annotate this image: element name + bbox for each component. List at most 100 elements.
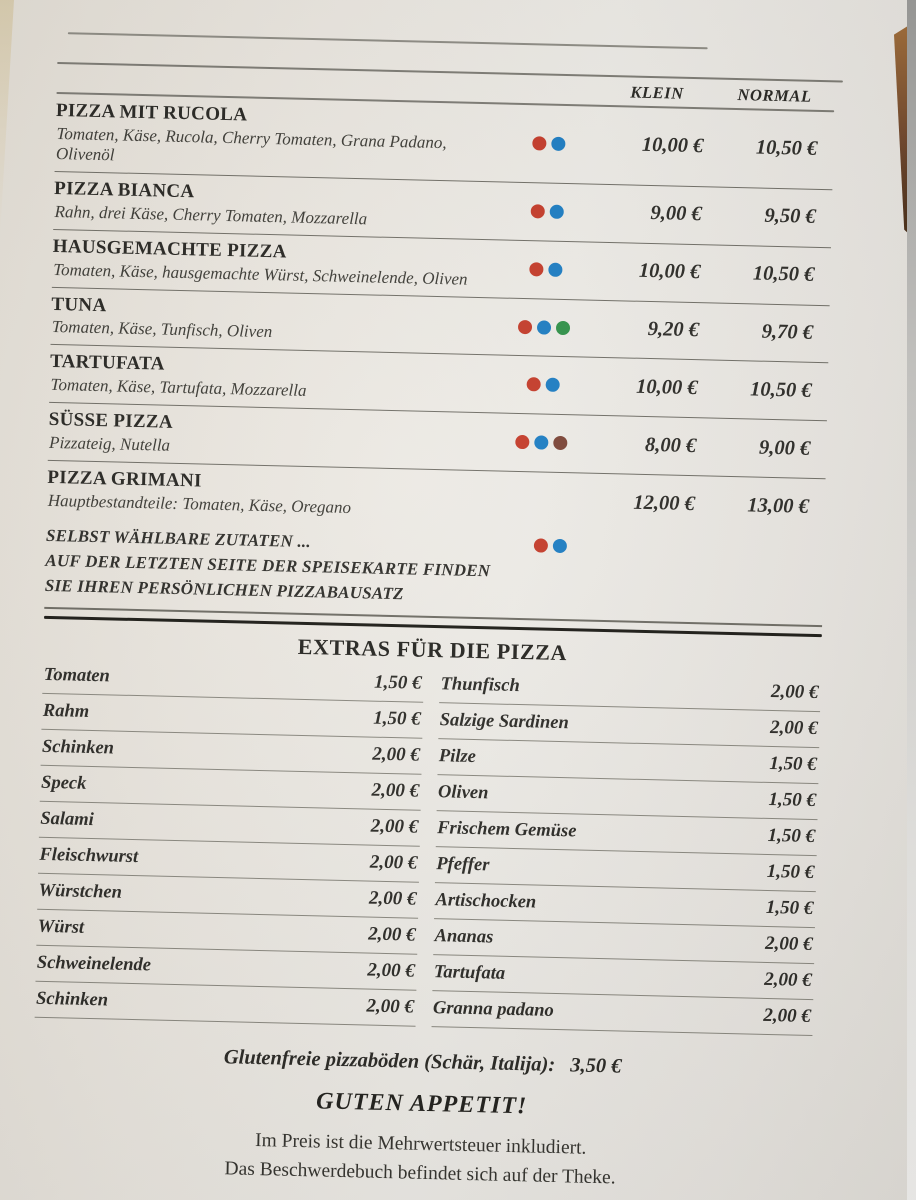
extra-name: Pfeffer: [436, 854, 490, 876]
red-dot: [528, 261, 544, 277]
extra-price: 2,00 €: [770, 681, 819, 704]
blue-dot: [550, 136, 566, 151]
brown-dot: [553, 435, 568, 451]
extra-name: Fleischwurst: [39, 844, 139, 868]
column-header-normal: NORMAL: [737, 85, 812, 106]
extra-name: Rahm: [42, 700, 90, 723]
price-klein: 8,00 €: [644, 433, 697, 457]
pizza-list: PIZZA MIT RUCOLA Tomaten, Käse, Rucola, …: [46, 93, 835, 536]
extra-name: Tartufata: [433, 962, 506, 984]
extra-name: Frischem Gemüse: [436, 818, 577, 842]
extra-name: Salami: [40, 808, 95, 831]
topping-dots: [495, 261, 595, 277]
extra-price: 1,50 €: [373, 707, 422, 730]
custom-toppings-note: SELBST WÄHLBARE ZUTATEN ... AUF DER LETZ…: [44, 518, 824, 626]
pizza-info: PIZZA GRIMANI Hauptbestandteile: Tomaten…: [47, 467, 491, 521]
extra-price: 2,00 €: [367, 959, 416, 982]
spacer: [499, 79, 599, 101]
extra-name: Salzige Sardinen: [439, 710, 569, 734]
blue-dot: [547, 262, 563, 277]
extra-row: Schinken 2,00 €: [34, 981, 417, 1027]
extras-table: Tomaten 1,50 € Rahm 1,50 € Schinken 2,00…: [34, 657, 821, 1037]
red-dot: [526, 377, 541, 392]
photo-edge-strip: [907, 0, 916, 1200]
price-normal: 13,00 €: [747, 493, 810, 518]
pizza-info: PIZZA MIT RUCOLA Tomaten, Käse, Rucola, …: [55, 100, 499, 174]
topping-dots: [497, 203, 597, 219]
gluten-free-price: 3,50 €: [570, 1054, 622, 1078]
price-normal: 10,50 €: [755, 136, 818, 161]
price-klein: 12,00 €: [633, 491, 696, 515]
extra-name: Thunfisch: [440, 674, 520, 697]
extra-row: Granna padano 2,00 €: [431, 991, 814, 1037]
pizza-info: SÜSSE PIZZA Pizzateig, Nutella: [48, 409, 492, 463]
closing-message: GUTEN APPETIT!: [315, 1088, 528, 1120]
red-dot: [531, 136, 547, 151]
topping-dots: [494, 319, 594, 335]
extra-name: Schinken: [41, 736, 115, 759]
column-header-klein: KLEIN: [630, 82, 685, 103]
extra-name: Würstchen: [38, 880, 123, 903]
price-normal: 9,50 €: [764, 205, 816, 229]
blue-dot: [552, 538, 568, 554]
extra-name: Artischocken: [435, 890, 537, 913]
price-normal: 10,50 €: [752, 262, 815, 287]
extra-price: 2,00 €: [366, 995, 415, 1018]
red-dot: [517, 319, 533, 334]
price-normal: 9,70 €: [761, 320, 814, 344]
extra-name: Oliven: [437, 782, 489, 804]
extra-name: Tomaten: [43, 664, 111, 687]
blue-dot: [536, 319, 552, 335]
extra-price: 1,50 €: [373, 671, 422, 694]
blue-dot: [549, 204, 564, 219]
gluten-free-note: Glutenfreie pizzaböden (Schär, Italija):…: [34, 1042, 812, 1083]
extra-name: Speck: [40, 772, 87, 794]
red-dot: [533, 538, 549, 553]
blue-dot: [545, 377, 560, 393]
gluten-free-label: Glutenfreie pizzaböden (Schär, Italija):: [223, 1046, 556, 1077]
price-normal: 10,50 €: [749, 378, 812, 402]
extra-price: 1,50 €: [765, 897, 814, 920]
topping-dots: [533, 538, 568, 554]
pizza-info: HAUSGEMACHTE PIZZA Tomaten, Käse, hausge…: [52, 236, 496, 290]
green-dot: [555, 320, 571, 335]
price-klein: 10,00 €: [635, 375, 698, 400]
extra-name: Schweinelende: [36, 952, 152, 976]
menu-page: KLEIN NORMAL PIZZA MIT RUCOLA Tomaten, K…: [31, 26, 843, 1198]
extra-price: 2,00 €: [368, 887, 417, 910]
price-normal: 9,00 €: [758, 436, 811, 460]
blue-dot: [534, 435, 549, 450]
extra-price: 2,00 €: [764, 933, 813, 956]
extra-price: 2,00 €: [372, 743, 421, 766]
red-dot: [530, 203, 545, 219]
extra-name: Ananas: [434, 926, 494, 948]
topping-dots: [490, 499, 590, 501]
price-klein: 10,00 €: [638, 259, 701, 284]
price-klein: 9,00 €: [650, 202, 702, 226]
extra-price: 2,00 €: [370, 815, 419, 838]
topping-dots: [491, 435, 591, 451]
extra-name: Schinken: [35, 988, 109, 1011]
extra-price: 2,00 €: [769, 717, 818, 740]
pizza-info: PIZZA BIANCA Rahn, drei Käse, Cherry Tom…: [53, 178, 497, 232]
extra-price: 2,00 €: [763, 1005, 812, 1028]
extra-price: 2,00 €: [763, 969, 812, 992]
red-dot: [515, 435, 530, 450]
extra-price: 1,50 €: [767, 825, 816, 848]
pizza-info: TUNA Tomaten, Käse, Tunfisch, Oliven: [51, 294, 495, 348]
pizza-info: TARTUFATA Tomaten, Käse, Tartufata, Mozz…: [49, 351, 493, 405]
topping-dots: [498, 135, 598, 151]
price-klein: 9,20 €: [647, 317, 700, 342]
price-klein: 10,00 €: [641, 134, 704, 158]
extra-price: 1,50 €: [769, 753, 818, 776]
extra-price: 2,00 €: [369, 851, 418, 874]
extras-column-left: Tomaten 1,50 € Rahm 1,50 € Schinken 2,00…: [34, 657, 425, 1027]
extras-column-right: Thunfisch 2,00 € Salzige Sardinen 2,00 €…: [431, 667, 821, 1037]
topping-dots: [493, 377, 593, 393]
extra-price: 1,50 €: [768, 789, 817, 812]
extra-price: 1,50 €: [766, 861, 815, 884]
extra-price: 2,00 €: [371, 779, 420, 802]
extra-price: 2,00 €: [367, 923, 416, 946]
extra-name: Pilze: [438, 746, 477, 768]
